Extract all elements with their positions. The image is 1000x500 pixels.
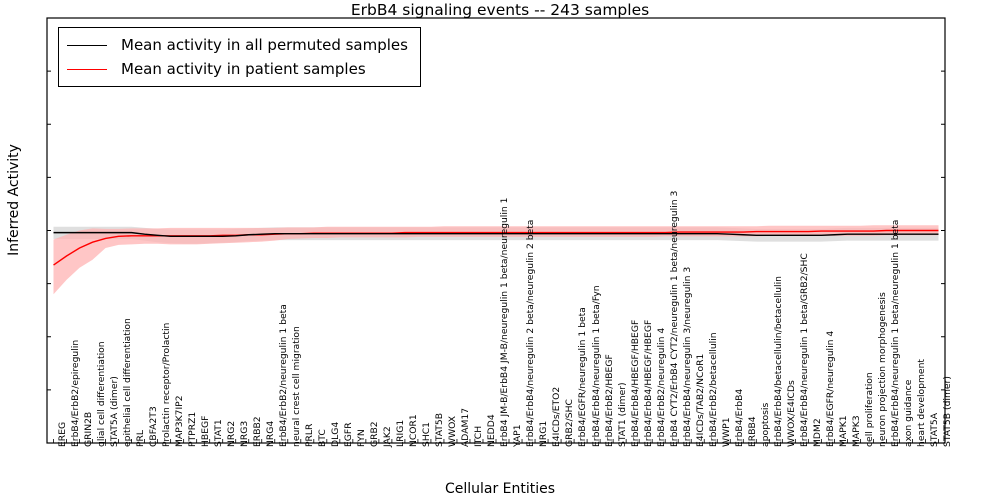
x-tick-label: HBEGF: [200, 415, 212, 447]
x-tick-label: ERBB4: [746, 416, 758, 447]
legend-label: Mean activity in all permuted samples: [121, 36, 408, 54]
legend-item: Mean activity in patient samples: [67, 57, 408, 81]
x-tick-label: ErbB4/ErbB4/neuregulin 1 beta/neuregulin…: [889, 219, 901, 447]
x-tick-label: ErbB4/EGFR/neuregulin 1 beta: [577, 307, 589, 447]
x-tick-label: ErbB4/ErbB4/neuregulin 2 beta/neuregulin…: [525, 219, 537, 447]
x-tick-label: CBFA2T3: [148, 406, 159, 447]
x-tick-label: WWOX/E4ICDs: [785, 380, 797, 447]
x-tick-label: ErbB4/ErbB2/epiregulin: [69, 339, 81, 447]
legend-label: Mean activity in patient samples: [121, 60, 366, 78]
x-tick-label: WWP1: [720, 417, 732, 447]
x-tick-label: MAPK3: [850, 415, 862, 447]
y-axis-tick-labels: 43210−1−2−3−4: [0, 0, 46, 500]
x-tick-label: ErbB4/ErbB2/neuregulin 1 beta: [278, 304, 290, 447]
x-tick-label: ErbB4/ErbB2/betacellulin: [707, 332, 719, 447]
x-tick-label: Prolactin receptor/Prolactin: [161, 322, 173, 447]
x-tick-label: STAT1: [213, 419, 225, 447]
x-tick-label: YAP1: [512, 424, 524, 447]
x-tick-label: STAT5A (dimer): [108, 376, 120, 447]
x-tick-label: SHC1: [421, 421, 433, 447]
legend-swatch-line-icon: [67, 44, 107, 46]
x-tick-label: PRL: [134, 429, 146, 447]
x-tick-label: E4ICDs/ETO2: [551, 386, 563, 447]
x-tick-label: ErbB4/ErbB4/betacellulin/betacellulin: [772, 276, 784, 447]
x-tick-label: MAPK1: [837, 415, 849, 447]
x-tick-label: glial cell differentiation: [95, 341, 107, 447]
x-tick-label: STAT5B: [434, 412, 446, 447]
x-tick-label: WWOX: [447, 415, 459, 447]
x-tick-label: ErbB4/ErbB4/HBEGF/HBEGF: [642, 319, 654, 447]
x-tick-label: ErbB4/ErbB4/neuregulin 1 beta/Fyn: [590, 285, 602, 447]
chart-title: ErbB4 signaling events -- 243 samples: [350, 1, 650, 19]
x-tick-label: MDM2: [811, 418, 823, 447]
x-axis-label: Cellular Entities: [444, 481, 556, 497]
x-tick-label: ErbB4 JM-B/ErbB4 JM-B/neuregulin 1 beta/…: [499, 197, 511, 448]
x-tick-label: ADAM17: [460, 407, 472, 447]
chart-legend: Mean activity in all permuted samples Mea…: [58, 27, 421, 87]
x-tick-label: cell proliferation: [863, 372, 875, 447]
legend-swatch-line-icon: [67, 68, 107, 70]
x-tick-label: FYN: [356, 429, 368, 447]
x-tick-label: NRG1: [538, 420, 550, 447]
x-tick-label: ErbB4/ErbB4/neuregulin 1 beta/GRB2/SHC: [798, 253, 810, 447]
x-tick-label: JAK2: [382, 426, 394, 447]
x-tick-label: neuron projection morphogenesis: [876, 292, 888, 447]
x-tick-label: STAT5A: [928, 412, 940, 447]
x-tick-label: ITCH: [473, 425, 485, 447]
x-tick-label: NRG4: [265, 420, 277, 447]
x-tick-label: heart development: [915, 358, 927, 447]
x-tick-label: E4ICDs/TAB2/NCoR1: [694, 353, 706, 447]
x-tick-label: PRLR: [304, 423, 316, 447]
x-tick-label: NCOR1: [408, 414, 420, 447]
x-tick-label: STAT1 (dimer): [616, 382, 628, 447]
x-tick-label: GRB2/SHC: [564, 399, 576, 447]
x-tick-label: axon guidance: [902, 379, 914, 447]
x-tick-label: EREG: [56, 421, 68, 447]
x-tick-label: PTPRZ1: [187, 411, 199, 447]
x-tick-label: ErbB4 CYT2/ErbB4 CYT2/neuregulin 1 beta/…: [668, 190, 680, 447]
x-tick-label: epithelial cell differentiation: [121, 318, 133, 447]
x-tick-label: MAP3K7IP2: [174, 395, 186, 447]
x-tick-label: GRB2: [369, 421, 381, 447]
legend-item: Mean activity in all permuted samples: [67, 33, 408, 57]
x-tick-label: NRG2: [226, 420, 238, 447]
x-tick-label: ErbB4/ErbB2/neuregulin 4: [655, 327, 667, 447]
x-tick-label: ErbB4/ErbB4/HBEGF/HBEGF: [629, 319, 641, 447]
x-tick-label: apoptosis: [759, 402, 771, 447]
x-tick-label: NRG3: [239, 420, 251, 447]
x-tick-label: ErbB4/ErbB2/HBEGF: [603, 354, 615, 447]
x-tick-label: NEDD4: [486, 414, 498, 447]
x-tick-label: DLG4: [330, 421, 342, 447]
x-tick-label: EGFR: [343, 422, 355, 447]
x-tick-label: ERBB2: [252, 416, 264, 447]
x-tick-label: GRIN2B: [82, 411, 94, 447]
x-tick-label: LRIG1: [395, 419, 407, 447]
x-tick-label: BTC: [317, 429, 329, 447]
x-tick-label: neural crest cell migration: [291, 326, 303, 447]
x-tick-label: ErbB4/EGFR/neuregulin 4: [824, 330, 836, 447]
x-tick-label: ErbB4/ErbB4/neuregulin 3/neuregulin 3: [681, 266, 693, 447]
x-tick-label: ErbB4/ErbB4: [733, 388, 745, 447]
x-tick-label: STAT5B (dimer): [941, 376, 953, 447]
